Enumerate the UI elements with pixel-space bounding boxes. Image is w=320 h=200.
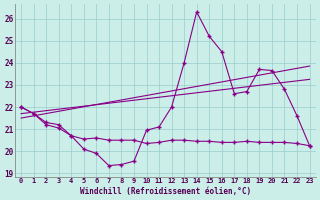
X-axis label: Windchill (Refroidissement éolien,°C): Windchill (Refroidissement éolien,°C)	[80, 187, 251, 196]
